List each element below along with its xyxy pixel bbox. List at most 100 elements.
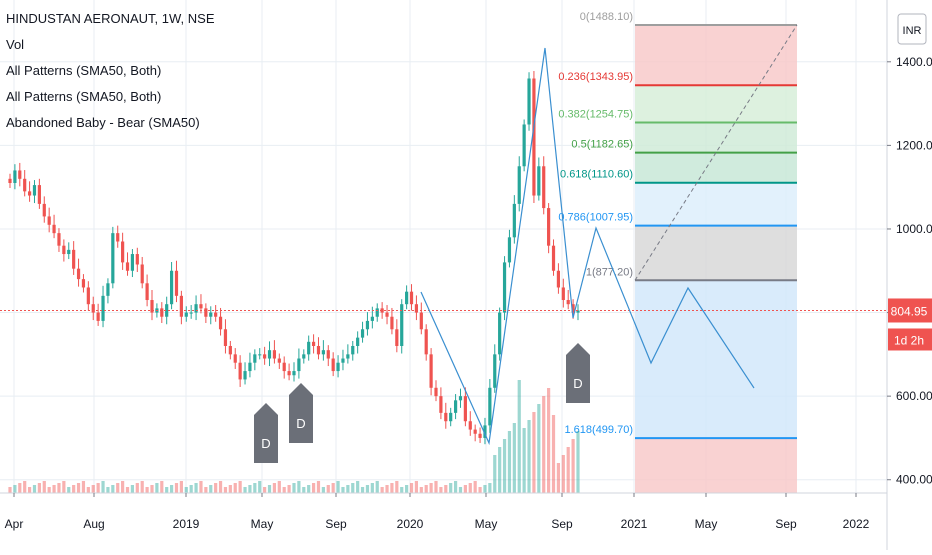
candle-body bbox=[527, 78, 531, 125]
volume-bar bbox=[18, 483, 22, 493]
candle-body bbox=[86, 287, 90, 305]
candle-body bbox=[458, 396, 463, 401]
volume-bar bbox=[439, 487, 443, 493]
pattern-marker bbox=[289, 383, 313, 443]
volume-bar bbox=[414, 481, 419, 493]
candle-body bbox=[307, 341, 311, 355]
x-tick-label: Apr bbox=[5, 517, 24, 531]
candle-body bbox=[297, 358, 301, 372]
indicator-all-patterns-1[interactable]: All Patterns (SMA50, Both) bbox=[6, 63, 162, 78]
volume-bar bbox=[218, 481, 223, 493]
volume-bar bbox=[370, 483, 374, 493]
candle-body bbox=[429, 354, 433, 388]
pattern-marker bbox=[254, 403, 278, 463]
candle-body bbox=[449, 412, 453, 422]
candle-body bbox=[405, 291, 409, 305]
candle-body bbox=[8, 178, 12, 183]
candle-body bbox=[150, 300, 154, 313]
fib-level-label: 1.618(499.70) bbox=[565, 424, 634, 436]
candle-body bbox=[453, 400, 458, 413]
candle-body bbox=[375, 308, 379, 317]
candle-body bbox=[507, 237, 512, 263]
volume-bar bbox=[23, 481, 27, 493]
candle-body bbox=[267, 350, 272, 359]
candle-body bbox=[439, 396, 443, 413]
volume-bar bbox=[542, 396, 546, 493]
volume-bar bbox=[307, 485, 311, 493]
volume-bar bbox=[42, 481, 46, 493]
candle-body bbox=[243, 371, 247, 380]
candle-body bbox=[91, 304, 95, 313]
volume-bar bbox=[409, 483, 414, 493]
volume-bar bbox=[145, 487, 149, 493]
volume-bar bbox=[258, 481, 262, 493]
volume-bar bbox=[233, 483, 237, 493]
y-tick-label: 1200.00 bbox=[896, 138, 932, 152]
candle-body bbox=[483, 425, 487, 438]
candle-body bbox=[537, 166, 541, 196]
volume-bar bbox=[204, 487, 208, 493]
fib-trend-line bbox=[634, 24, 798, 281]
volume-bar bbox=[331, 483, 335, 493]
candle-body bbox=[287, 371, 291, 376]
volume-bar bbox=[209, 485, 213, 493]
volume-bar bbox=[8, 487, 12, 493]
indicator-abandoned-baby[interactable]: Abandoned Baby - Bear (SMA50) bbox=[6, 115, 200, 130]
candle-body bbox=[365, 320, 370, 330]
drawings[interactable] bbox=[0, 47, 887, 446]
volume-bar bbox=[576, 431, 580, 493]
volume-bar bbox=[47, 487, 51, 493]
candle-body bbox=[395, 329, 399, 346]
indicator-all-patterns-2[interactable]: All Patterns (SMA50, Both) bbox=[6, 89, 162, 104]
candle-body bbox=[13, 170, 17, 183]
volume-bar bbox=[483, 485, 487, 493]
candle-body bbox=[101, 295, 105, 321]
candle-body bbox=[37, 185, 41, 204]
volume-bar bbox=[395, 481, 399, 493]
volume-bar bbox=[424, 485, 428, 493]
candle-body bbox=[62, 245, 66, 255]
symbol-title[interactable]: HINDUSTAN AERONAUT, 1W, NSE bbox=[6, 11, 215, 26]
candle-body bbox=[444, 412, 448, 422]
volume-bar bbox=[493, 455, 497, 493]
y-tick-label: 1400.00 bbox=[896, 55, 932, 69]
volume-bar bbox=[267, 485, 272, 493]
candle-body bbox=[130, 254, 135, 271]
candle-body bbox=[76, 268, 81, 280]
volume-bar bbox=[507, 431, 512, 493]
volume-bar bbox=[488, 483, 492, 493]
volume-bar bbox=[106, 487, 110, 493]
indicator-vol[interactable]: Vol bbox=[6, 37, 25, 52]
volume-bar bbox=[297, 481, 301, 493]
candle-body bbox=[493, 354, 497, 388]
volume-bar bbox=[537, 404, 541, 493]
candle-body bbox=[121, 241, 125, 263]
fibonacci-retracement[interactable]: 0(1488.10) 0.236(1343.95) 0.382(1254.75) 0.… bbox=[558, 11, 798, 493]
volume-bar bbox=[96, 483, 100, 493]
volume-bar bbox=[346, 485, 350, 493]
candle-body bbox=[223, 329, 228, 346]
volume-bar bbox=[551, 415, 556, 493]
candle-body bbox=[238, 362, 242, 380]
candle-body bbox=[566, 300, 570, 305]
volume-bar bbox=[86, 487, 90, 493]
candle-body bbox=[468, 421, 472, 430]
volume-bar bbox=[27, 487, 32, 493]
candle-body bbox=[542, 166, 546, 209]
candle-body bbox=[47, 216, 51, 225]
volume-bar bbox=[336, 481, 340, 493]
x-tick-label: 2020 bbox=[397, 517, 424, 531]
candle-body bbox=[498, 312, 502, 355]
x-tick-label: May bbox=[695, 517, 718, 531]
candle-body bbox=[228, 345, 232, 355]
candle-body bbox=[576, 310, 580, 313]
candle-body bbox=[463, 396, 467, 422]
volume-bar bbox=[57, 483, 61, 493]
candle-body bbox=[380, 308, 384, 313]
volume-bar bbox=[419, 487, 423, 493]
x-tick-label: May bbox=[475, 517, 498, 531]
candle-body bbox=[571, 304, 575, 313]
projection-path bbox=[420, 47, 755, 446]
